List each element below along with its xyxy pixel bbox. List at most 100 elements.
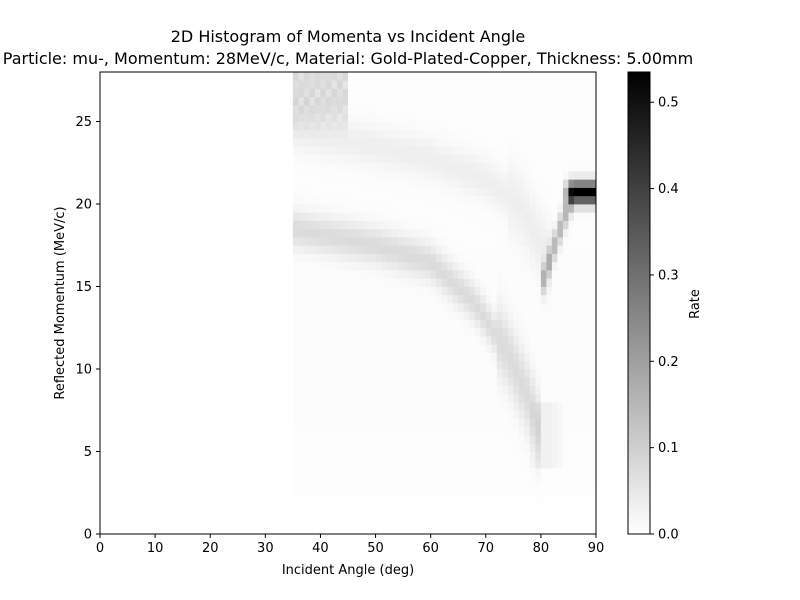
heatmap-cell — [430, 237, 437, 246]
heatmap-cell — [480, 228, 487, 238]
heatmap-cell — [397, 187, 404, 197]
heatmap-cell — [513, 426, 520, 436]
heatmap-cell — [314, 113, 321, 122]
heatmap-cell — [320, 245, 327, 254]
heatmap-cell — [529, 121, 536, 131]
heatmap-cell — [353, 385, 360, 395]
heatmap-cell — [518, 327, 525, 337]
heatmap-cell — [353, 410, 360, 419]
heatmap-cell — [524, 146, 531, 155]
heatmap-cell — [309, 237, 316, 246]
heatmap-cell — [320, 286, 327, 296]
heatmap-cell — [408, 360, 415, 370]
heatmap-cell — [414, 228, 421, 238]
heatmap-cell — [458, 410, 465, 419]
heatmap-cell — [441, 220, 448, 230]
heatmap-cell — [557, 385, 564, 395]
heatmap-cell — [309, 286, 316, 296]
heatmap-cell — [359, 204, 365, 213]
heatmap-cell — [568, 410, 575, 419]
heatmap-cell — [342, 80, 349, 89]
heatmap-cell — [496, 187, 503, 197]
heatmap-cell — [540, 352, 547, 362]
heatmap-cell — [463, 212, 470, 221]
heatmap-cell — [491, 468, 498, 477]
heatmap-cell — [524, 377, 531, 386]
heatmap-cell — [436, 245, 443, 254]
heatmap-cell — [518, 212, 525, 221]
heatmap-cell — [425, 360, 432, 370]
heatmap-cell — [392, 138, 398, 147]
heatmap-cell — [579, 336, 586, 345]
heatmap-cell — [540, 476, 547, 485]
heatmap-cell — [397, 402, 404, 411]
heatmap-cell — [540, 129, 547, 139]
heatmap-cell — [584, 360, 591, 370]
heatmap-cell — [573, 459, 580, 469]
heatmap-cell — [562, 195, 569, 205]
heatmap-cell — [370, 426, 376, 436]
heatmap-cell — [496, 88, 503, 98]
heatmap-cell — [425, 253, 432, 263]
heatmap-cell — [298, 113, 305, 122]
heatmap-cell — [452, 270, 459, 279]
heatmap-cell — [403, 162, 410, 172]
heatmap-cell — [320, 220, 327, 230]
heatmap-cell — [562, 451, 569, 461]
heatmap-cell — [325, 327, 332, 337]
heatmap-cell — [430, 294, 437, 304]
heatmap-cell — [469, 237, 476, 246]
heatmap-cell — [518, 377, 525, 386]
heatmap-cell — [557, 113, 564, 122]
heatmap-cell — [480, 377, 487, 386]
heatmap-cell — [491, 88, 498, 98]
heatmap-cell — [397, 319, 404, 329]
heatmap-cell — [469, 484, 476, 494]
heatmap-cell — [568, 476, 575, 485]
heatmap-cell — [540, 261, 547, 271]
heatmap-cell — [348, 146, 354, 155]
heatmap-cell — [419, 187, 426, 197]
heatmap-cell — [303, 146, 310, 155]
heatmap-cell — [540, 220, 547, 230]
heatmap-cell — [419, 484, 426, 494]
heatmap-cell — [325, 468, 332, 477]
heatmap-cell — [513, 72, 520, 81]
heatmap-cell — [447, 352, 454, 362]
heatmap-cell — [529, 138, 536, 147]
heatmap-cell — [474, 162, 481, 172]
heatmap-cell — [392, 501, 398, 510]
heatmap-cell — [364, 476, 371, 485]
heatmap-cell — [584, 162, 591, 172]
heatmap-cell — [325, 294, 332, 304]
heatmap-cell — [590, 179, 597, 188]
heatmap-cell — [441, 377, 448, 386]
heatmap-cell — [359, 410, 365, 419]
heatmap-cell — [441, 402, 448, 411]
heatmap-cell — [496, 286, 503, 296]
heatmap-cell — [381, 385, 387, 395]
heatmap-cell — [507, 476, 514, 485]
heatmap-cell — [314, 195, 321, 205]
heatmap-cell — [469, 402, 476, 411]
heatmap-cell — [452, 113, 459, 122]
heatmap-cell — [419, 105, 426, 114]
heatmap-cell — [320, 344, 327, 353]
heatmap-cell — [502, 253, 509, 263]
heatmap-cell — [513, 484, 520, 494]
heatmap-cell — [392, 261, 398, 271]
heatmap-cell — [507, 385, 514, 395]
heatmap-cell — [397, 204, 404, 213]
heatmap-cell — [386, 261, 393, 271]
heatmap-cell — [353, 261, 360, 271]
heatmap-cell — [535, 80, 542, 89]
heatmap-cell — [562, 509, 569, 518]
heatmap-cell — [485, 509, 492, 518]
heatmap-cell — [485, 426, 492, 436]
heatmap-cell — [535, 402, 542, 411]
heatmap-cell — [397, 501, 404, 510]
heatmap-cell — [480, 344, 487, 353]
heatmap-cell — [540, 410, 547, 419]
heatmap-cell — [573, 418, 580, 428]
heatmap-cell — [491, 319, 498, 329]
